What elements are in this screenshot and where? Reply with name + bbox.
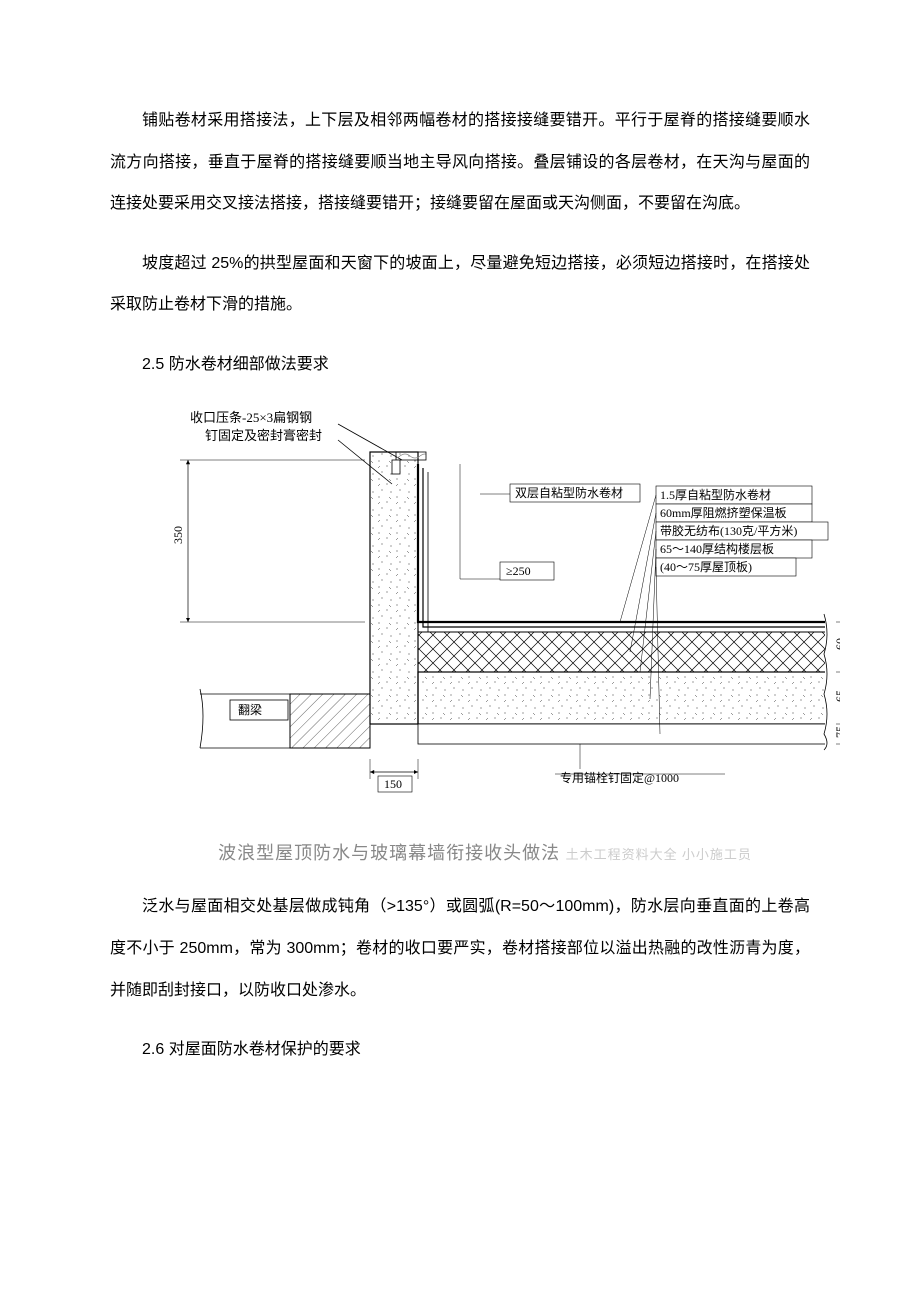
label-fanliang: 翻梁 [238,702,262,717]
detail-diagram: 收口压条-25×3扁钢钢 钉固定及密封膏密封 翻梁 3 [160,404,840,824]
paragraph-3: 泛水与屋面相交处基层做成钝角（>135°）或圆弧(R=50～100mm)，防水层… [110,886,810,1011]
dim-65: 65 [833,690,840,702]
figure-container: 收口压条-25×3扁钢钢 钉固定及密封膏密封 翻梁 3 [160,404,810,877]
dim-75: 75 [833,726,840,738]
heading-2-5: 2.5 防水卷材细部做法要求 [110,344,810,386]
dim-150: 150 [384,777,402,791]
dim-60: 60 [833,638,840,650]
svg-text:1.5厚自粘型防水卷材: 1.5厚自粘型防水卷材 [660,487,771,502]
caption-watermark: 土木工程资料大全 小小施工员 [566,847,752,862]
dim-250: ≥250 [506,564,531,578]
svg-text:(40～75厚屋顶板): (40～75厚屋顶板) [660,560,752,574]
label-doublelayer: 双层自粘型防水卷材 [515,485,623,500]
svg-text:带胶无纺布(130克/平方米): 带胶无纺布(130克/平方米) [660,523,797,538]
caption-text: 波浪型屋顶防水与玻璃幕墙衔接收头做法 [218,843,560,863]
paragraph-2: 坡度超过 25%的拱型屋面和天窗下的坡面上，尽量避免短边搭接，必须短边搭接时，在… [110,243,810,326]
svg-text:60mm厚阻燃挤塑保温板: 60mm厚阻燃挤塑保温板 [660,505,787,520]
paragraph-1: 铺贴卷材采用搭接法，上下层及相邻两幅卷材的搭接接缝要错开。平行于屋脊的搭接缝要顺… [110,100,810,225]
figure-caption: 波浪型屋顶防水与玻璃幕墙衔接收头做法 土木工程资料大全 小小施工员 [160,830,810,877]
label-nailseal: 钉固定及密封膏密封 [205,428,322,443]
heading-2-6: 2.6 对屋面防水卷材保护的要求 [110,1029,810,1071]
label-anchor: 专用锚栓钉固定@1000 [560,770,679,785]
label-pressbar: 收口压条-25×3扁钢钢 [190,410,312,425]
svg-text:65～140厚结构楼层板: 65～140厚结构楼层板 [660,541,774,556]
dim-350: 350 [171,526,185,544]
